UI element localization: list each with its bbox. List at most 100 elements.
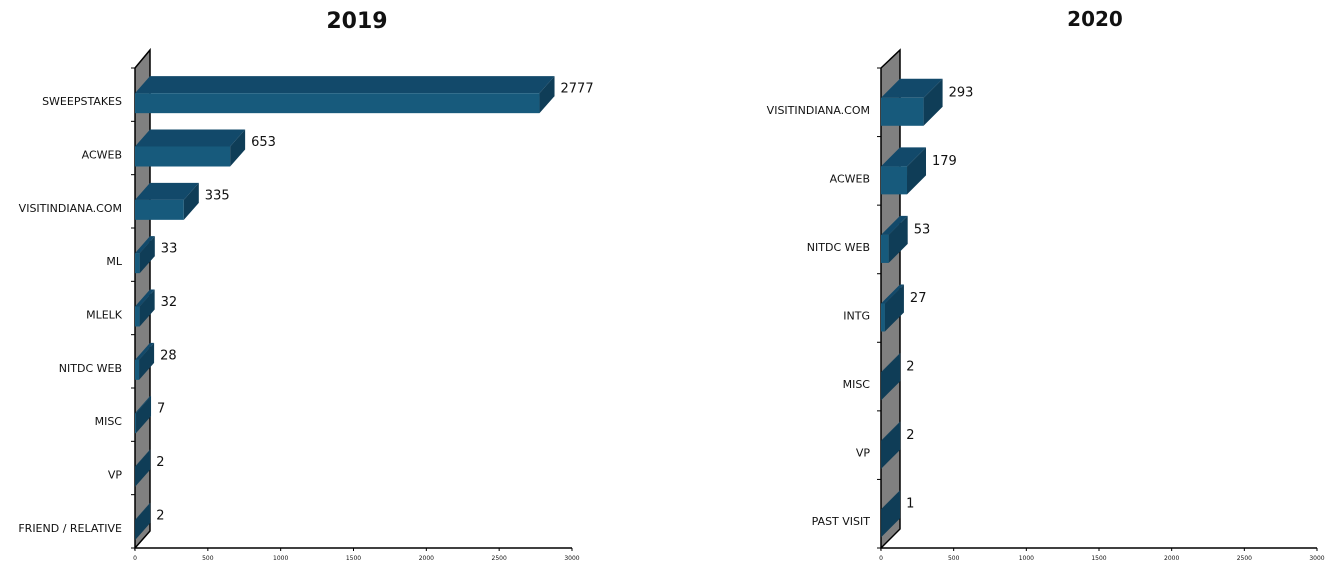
bar-end-face	[923, 78, 943, 126]
x-tick-label: 3000	[1309, 555, 1324, 562]
bar	[135, 449, 151, 487]
bar	[881, 421, 901, 469]
bar-end-face	[135, 449, 151, 487]
bar-end-face	[183, 182, 199, 220]
category-label: NITDC WEB	[59, 362, 122, 375]
x-tick-label: 1000	[1019, 555, 1034, 562]
bar-front-face	[881, 303, 885, 332]
data-label: 2	[156, 455, 164, 470]
bar-end-face	[135, 502, 151, 540]
x-tick-label: 1500	[1091, 555, 1106, 562]
category-label: INTG	[843, 310, 870, 323]
data-label: 28	[160, 348, 177, 363]
data-label: 2777	[561, 82, 594, 97]
data-label: 33	[161, 242, 178, 257]
bar	[135, 182, 199, 220]
x-tick-label: 500	[948, 555, 960, 562]
bar-end-face	[884, 284, 904, 332]
data-label: 53	[914, 222, 931, 237]
category-label: MISC	[843, 378, 871, 391]
bar-top-face	[881, 353, 901, 373]
category-label: ACWEB	[82, 149, 122, 162]
category-label: MLELK	[86, 309, 123, 322]
category-label: MISC	[95, 415, 123, 428]
bar-end-face	[881, 490, 901, 538]
bar-end-face	[230, 129, 246, 167]
bar-front-face	[881, 234, 889, 263]
bar-end-face	[139, 342, 155, 380]
category-label: SWEEPSTAKES	[42, 95, 122, 108]
data-label: 2	[906, 360, 914, 375]
bar-top-face	[135, 129, 246, 147]
bar-end-face	[139, 236, 155, 274]
bar	[881, 353, 901, 401]
bar-front-face	[135, 359, 140, 380]
chart-2020: 2020 0 500 1000 1500 2000 2500 3000 VISITINDIAN…	[767, 7, 1325, 562]
x-tick-label: 0	[133, 555, 137, 562]
bar-front-face	[135, 413, 137, 434]
category-label: VP	[856, 447, 871, 460]
bar-top-face	[881, 421, 901, 441]
chart-2019: 2019 0 500 1000 1500 2000 2500 3000 SWEEPSTAKES…	[18, 9, 593, 562]
category-label: VISITINDIANA.COM	[767, 104, 870, 117]
category-label: VISITINDIANA.COM	[19, 202, 122, 215]
bar	[881, 284, 904, 332]
bar-front-face	[135, 146, 231, 167]
bar-front-face	[135, 253, 140, 274]
bar-top-face	[881, 147, 927, 167]
x-tick-label: 1000	[273, 555, 288, 562]
bar-top-face	[135, 342, 155, 360]
category-label: PAST VISIT	[812, 515, 871, 528]
bar-top-face	[881, 490, 901, 510]
bar-top-face	[881, 284, 904, 304]
bar-end-face	[539, 76, 555, 114]
bar	[135, 129, 246, 167]
bar-front-face	[881, 166, 908, 195]
category-label: FRIEND / RELATIVE	[18, 522, 122, 535]
chart-title: 2019	[326, 9, 387, 34]
bar	[881, 215, 908, 263]
bar-end-face	[888, 215, 908, 263]
bar-top-face	[135, 182, 199, 200]
bar-end-face	[907, 147, 927, 195]
bar-front-face	[135, 93, 540, 114]
data-label: 2	[156, 508, 164, 523]
category-label: ACWEB	[830, 172, 870, 185]
bar	[135, 76, 555, 114]
x-tick-label: 2000	[419, 555, 434, 562]
x-tick-label: 500	[202, 555, 214, 562]
data-label: 653	[251, 135, 276, 150]
bar	[135, 236, 155, 274]
data-label: 7	[157, 402, 165, 417]
data-label: 32	[161, 295, 178, 310]
category-label: NITDC WEB	[807, 241, 870, 254]
x-tick-label: 1500	[346, 555, 361, 562]
bar-end-face	[136, 396, 152, 434]
bar-front-face	[881, 97, 924, 126]
bar-top-face	[135, 449, 151, 467]
x-tick-label: 2000	[1164, 555, 1179, 562]
bar	[135, 342, 155, 380]
bar-front-face	[135, 199, 184, 220]
data-label: 179	[932, 154, 957, 169]
bar	[135, 289, 155, 327]
bar	[881, 147, 927, 195]
bar	[881, 78, 943, 126]
data-label: 335	[205, 188, 230, 203]
bar	[135, 502, 151, 540]
data-label: 27	[910, 291, 927, 306]
data-label: 2	[906, 428, 914, 443]
bar-end-face	[881, 421, 901, 469]
data-label: 293	[949, 85, 974, 100]
bar-end-face	[881, 353, 901, 401]
x-tick-label: 2500	[1237, 555, 1252, 562]
x-tick-label: 0	[879, 555, 883, 562]
chart-title: 2020	[1067, 7, 1123, 31]
bar-top-face	[135, 289, 155, 307]
bar-top-face	[135, 236, 155, 254]
bar-top-face	[135, 396, 152, 414]
bar-top-face	[881, 215, 908, 235]
data-label: 1	[906, 497, 914, 512]
